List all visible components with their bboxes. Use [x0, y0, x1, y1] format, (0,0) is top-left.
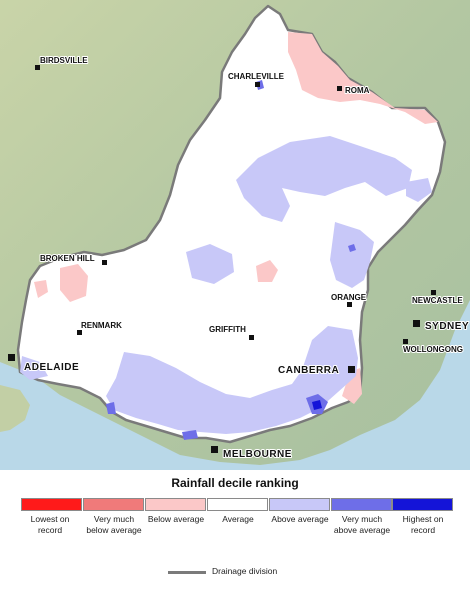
city-marker	[211, 446, 218, 453]
legend-label-average: Average	[222, 514, 254, 524]
legend-swatch-average	[207, 498, 268, 511]
city-marker	[431, 290, 436, 295]
city-marker	[255, 82, 260, 87]
very-much-above-average-west	[106, 402, 116, 414]
city-label-orange: ORANGE	[331, 293, 367, 302]
legend-swatch-lowest	[21, 498, 82, 511]
legend-swatch-very-much-below	[83, 498, 144, 511]
city-marker	[348, 366, 355, 373]
city-marker	[249, 335, 254, 340]
city-sydney: SYDNEY	[413, 320, 470, 333]
city-birdsville: BIRDSVILLE	[35, 55, 89, 70]
city-label-griffith: GRIFFITH	[209, 325, 246, 334]
city-label-roma: ROMA	[345, 86, 370, 95]
very-much-above-average-murray	[182, 430, 198, 440]
above-average-north-east	[406, 178, 432, 202]
city-marker	[35, 65, 40, 70]
below-average-west	[60, 264, 88, 302]
legend-label-lowest: Lowest on record	[30, 514, 70, 535]
city-marker	[413, 320, 420, 327]
map-svg: BIRDSVILLE CHARLEVILLE ROMA BROKEN HILL …	[0, 0, 470, 470]
above-average-south	[106, 326, 358, 434]
legend: Rainfall decile ranking Lowest on record…	[0, 470, 470, 600]
city-marker	[337, 86, 342, 91]
above-average-mid-west	[186, 244, 234, 284]
city-canberra: CANBERRA	[277, 364, 355, 377]
legend-label-highest: Highest on record	[402, 514, 444, 535]
city-label-wollongong: WOLLONGONG	[403, 345, 463, 354]
below-average-west-small	[34, 280, 48, 298]
highest-on-record-highlands	[312, 400, 322, 410]
city-marker	[77, 330, 82, 335]
city-label-sydney: SYDNEY	[425, 321, 469, 332]
south-coast-land	[0, 385, 30, 432]
above-average-north	[236, 136, 412, 222]
above-average-south-west	[20, 356, 48, 380]
city-charleville: CHARLEVILLE	[227, 71, 286, 87]
above-average-east	[330, 222, 374, 288]
city-renmark: RENMARK	[77, 320, 123, 335]
city-label-birdsville: BIRDSVILLE	[40, 56, 88, 65]
city-label-renmark: RENMARK	[81, 321, 122, 330]
legend-title: Rainfall decile ranking	[171, 476, 299, 490]
below-average-north-east	[288, 32, 438, 124]
city-adelaide: ADELAIDE	[8, 354, 80, 374]
city-label-newcastle: NEWCASTLE	[412, 296, 463, 305]
city-roma: ROMA	[337, 85, 371, 96]
city-label-charleville: CHARLEVILLE	[228, 72, 285, 81]
drainage-division-line-sample	[168, 571, 206, 574]
city-label-adelaide: ADELAIDE	[24, 362, 79, 373]
legend-label-below: Below average	[147, 514, 205, 524]
legend-swatch-above	[269, 498, 330, 511]
legend-swatch-highest	[392, 498, 453, 511]
below-average-south-east	[342, 368, 362, 404]
city-marker	[347, 302, 352, 307]
city-label-broken-hill: BROKEN HILL	[40, 254, 95, 263]
city-broken-hill: BROKEN HILL	[39, 253, 107, 265]
city-griffith: GRIFFITH	[208, 324, 254, 340]
legend-swatch-below	[145, 498, 206, 511]
legend-swatch-very-much-above	[331, 498, 392, 511]
city-orange: ORANGE	[330, 292, 368, 307]
rainfall-map: BIRDSVILLE CHARLEVILLE ROMA BROKEN HILL …	[0, 0, 470, 470]
city-melbourne: MELBOURNE	[211, 446, 292, 461]
city-newcastle: NEWCASTLE	[411, 290, 464, 306]
city-label-canberra: CANBERRA	[278, 365, 339, 376]
below-average-central	[256, 260, 278, 282]
very-much-above-average-north	[348, 244, 356, 252]
city-marker	[403, 339, 408, 344]
drainage-division-label: Drainage division	[212, 566, 278, 576]
legend-label-above: Above average	[271, 514, 329, 524]
city-marker	[102, 260, 107, 265]
legend-label-very-much-above: Very much above average	[333, 514, 391, 535]
city-wollongong: WOLLONGONG	[402, 339, 464, 355]
city-marker	[8, 354, 15, 361]
city-label-melbourne: MELBOURNE	[223, 449, 292, 460]
legend-label-very-much-below: Very much below average	[86, 514, 142, 535]
